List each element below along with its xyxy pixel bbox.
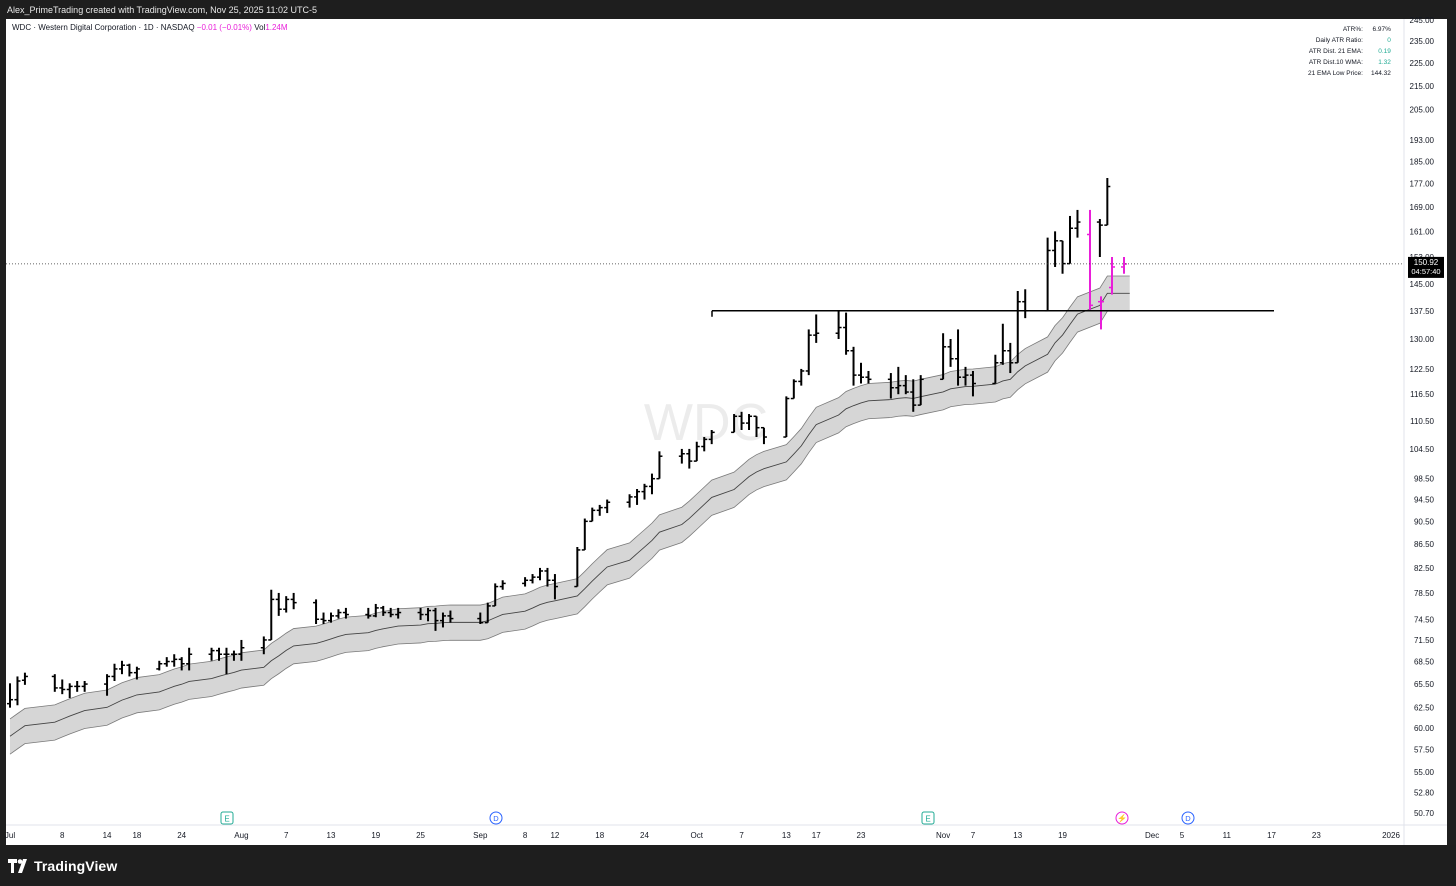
stats-value: 0.19	[1378, 48, 1391, 55]
atr-stats-table: ATR%: 6.97% Daily ATR Ratio: 0 ATR Dist. 2…	[1305, 24, 1394, 79]
top-credit-bar: Alex_PrimeTrading created with TradingVi…	[0, 0, 1456, 20]
credit-text: Alex_PrimeTrading created with TradingVi…	[7, 5, 317, 15]
tradingview-logo[interactable]: TradingView	[8, 858, 117, 874]
stats-row: ATR Dist. 21 EMA: 0.19	[1305, 46, 1394, 57]
stats-value: 144.32	[1371, 70, 1391, 77]
tradingview-brand: TradingView	[34, 858, 118, 874]
stats-value: 1.32	[1378, 59, 1391, 66]
symbol-legend[interactable]: WDC · Western Digital Corporation · 1D ·…	[12, 23, 288, 32]
stats-value: 6.97%	[1372, 26, 1391, 33]
stats-value: 0	[1387, 37, 1391, 44]
stats-row: 21 EMA Low Price: 144.32	[1305, 68, 1394, 79]
stats-label: ATR Dist. 21 EMA:	[1308, 48, 1363, 55]
symbol-title[interactable]: WDC · Western Digital Corporation · 1D ·…	[12, 23, 195, 32]
tradingview-logo-icon	[8, 859, 27, 873]
volume-value: 1.24M	[265, 23, 288, 32]
volume-label: Vol	[254, 23, 266, 32]
chart-area[interactable]	[6, 19, 1447, 845]
stats-label: 21 EMA Low Price:	[1308, 70, 1363, 77]
stats-label: ATR%:	[1342, 26, 1363, 33]
stats-label: ATR Dist.10 WMA:	[1308, 59, 1363, 66]
stats-label: Daily ATR Ratio:	[1315, 37, 1363, 44]
stats-row: ATR Dist.10 WMA: 1.32	[1305, 57, 1394, 68]
price-change: −0.01 (−0.01%)	[196, 23, 252, 32]
footer-bar	[0, 845, 1456, 886]
stats-row: ATR%: 6.97%	[1305, 24, 1394, 35]
stats-row: Daily ATR Ratio: 0	[1305, 35, 1394, 46]
